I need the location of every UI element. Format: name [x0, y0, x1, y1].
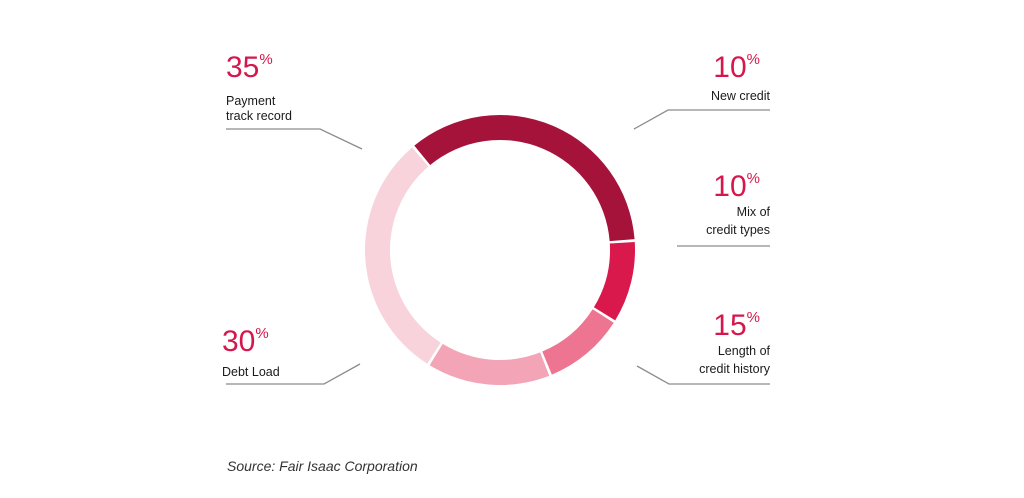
- leader-line-length-of-credit-history: [636, 365, 770, 385]
- category-label-payment-track-record: track record: [226, 109, 292, 123]
- leader-line-new-credit: [633, 109, 770, 130]
- percent-label-debt-load: 30%: [222, 325, 269, 358]
- category-label-new-credit: New credit: [711, 89, 771, 103]
- percent-label-mix-of-credit-types: 10%: [713, 170, 760, 203]
- slice-length-of-credit-history: [429, 343, 550, 385]
- donut-slices: [365, 115, 635, 385]
- leader-line-payment-track-record: [226, 128, 363, 150]
- slice-payment-track-record: [414, 115, 635, 242]
- category-label-length-of-credit-history: credit history: [699, 362, 771, 376]
- percent-label-new-credit: 10%: [713, 51, 760, 84]
- slice-mix-of-credit-types: [542, 309, 614, 375]
- category-label-mix-of-credit-types: credit types: [706, 223, 770, 237]
- source-note: Source: Fair Isaac Corporation: [227, 458, 418, 474]
- percent-label-length-of-credit-history: 15%: [713, 309, 760, 342]
- category-label-debt-load: Debt Load: [222, 365, 280, 379]
- category-label-mix-of-credit-types: Mix of: [737, 205, 771, 219]
- percent-label-payment-track-record: 35%: [226, 51, 273, 84]
- slice-debt-load: [365, 147, 441, 364]
- slice-new-credit: [593, 241, 635, 321]
- category-label-length-of-credit-history: Length of: [718, 344, 771, 358]
- category-label-payment-track-record: Payment: [226, 94, 276, 108]
- leader-line-debt-load: [226, 363, 361, 385]
